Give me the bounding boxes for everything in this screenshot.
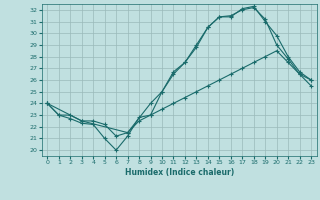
- X-axis label: Humidex (Indice chaleur): Humidex (Indice chaleur): [124, 168, 234, 177]
